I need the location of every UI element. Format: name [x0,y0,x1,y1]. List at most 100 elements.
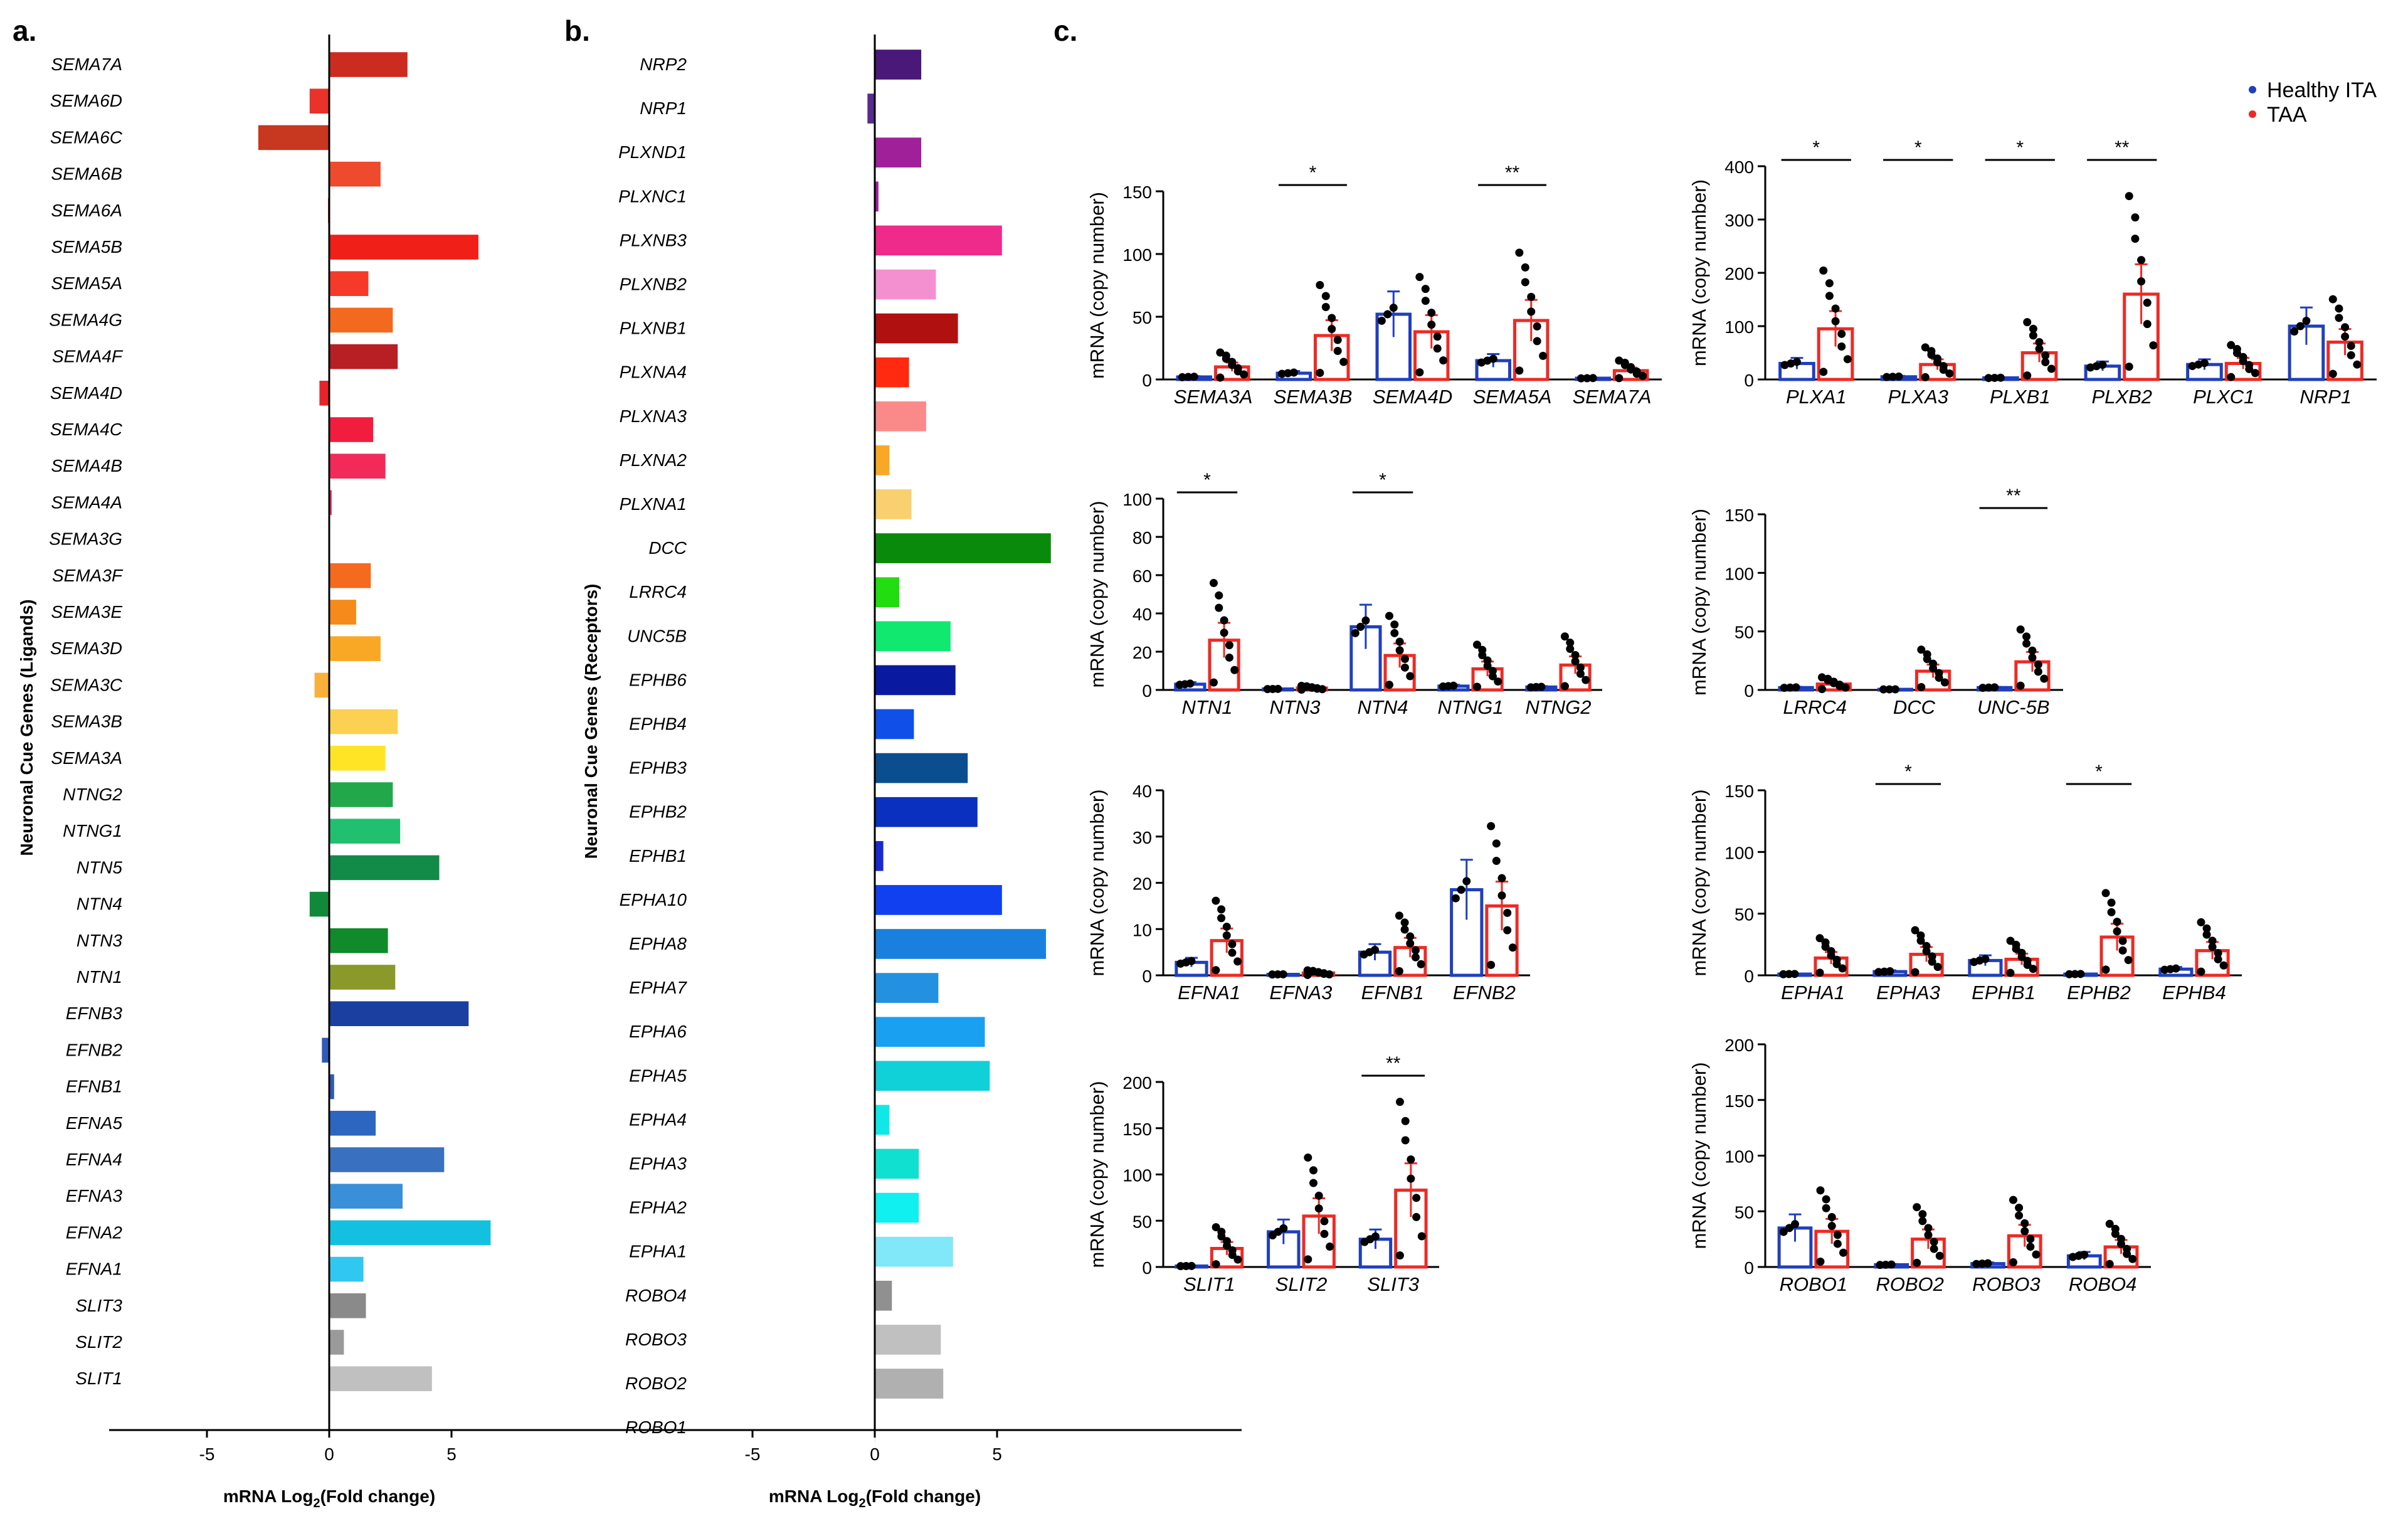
data-point [1827,1212,1836,1221]
data-point [1881,1260,1890,1269]
data-point [1223,1241,1232,1250]
bar-sema3a [329,746,386,771]
data-point [1835,682,1844,691]
gene-label-plxna2: PLXNA2 [620,450,687,470]
x-category-plxc1: PLXC1 [2193,386,2254,408]
x-category-sema7a: SEMA7A [1573,386,1652,408]
data-point [1385,612,1393,620]
gene-label-epha5: EPHA5 [629,1066,687,1085]
data-point [1911,968,1920,977]
panel-b-ylabel: Neuronal Cue Genes (Receptors) [581,584,601,859]
data-point [1220,628,1228,637]
data-point [2125,192,2133,201]
y-tick-label: 50 [1133,1212,1152,1231]
data-point [2023,371,2032,380]
x-category-slit2: SLIT2 [1275,1273,1328,1295]
data-point [2015,1204,2024,1212]
data-point [2012,945,2020,953]
x-category-epha1: EPHA1 [1781,982,1845,1004]
data-point [1933,358,1942,367]
data-point [1401,1116,1410,1125]
gene-label-ephb4: EPHB4 [629,714,687,734]
bar-ntn5 [329,855,440,881]
data-point [1488,672,1497,681]
gene-label-slit1: SLIT1 [75,1369,122,1388]
x-category-efna1: EFNA1 [1178,982,1240,1004]
data-point [1940,678,1949,687]
data-point [1822,1204,1830,1212]
bar-plxna1 [875,489,912,519]
data-point [1427,309,1436,317]
bar-ephb6 [875,665,956,696]
bar-efnb1 [329,1074,334,1100]
y-axis-label: mRNA (copy number) [1688,179,1710,366]
gene-label-slit2: SLIT2 [75,1332,122,1352]
data-point [1427,321,1436,329]
data-point [1371,1232,1380,1241]
data-point [1395,637,1404,646]
data-point [1886,967,1894,976]
y-tick-label: 200 [1724,1036,1754,1055]
data-point [2020,1219,2029,1227]
bar-efna3 [329,1184,403,1209]
x-category-dcc: DCC [1893,696,1936,718]
subchart-c6: 0 50 100 150 mRNA (copy number) EPHA1 EPHA3 EPH… [1688,761,2242,1004]
data-point [1576,374,1585,383]
data-point [1406,939,1415,948]
significance-label: ** [1505,162,1520,183]
data-point [1790,970,1799,978]
gene-label-sema4c: SEMA4C [50,420,123,439]
data-point [1370,945,1379,954]
x-category-ntn1: NTN1 [1182,696,1233,718]
data-point [1894,372,1903,381]
y-tick-label: 50 [1735,1202,1754,1222]
data-point [1321,303,1330,311]
x-category-lrrc4: LRRC4 [1783,696,1847,718]
data-point [1576,669,1585,678]
x-category-epha3: EPHA3 [1876,982,1940,1004]
bar-sema6c [258,125,329,151]
bar-sema3b [329,709,398,734]
data-point [1819,368,1828,376]
data-point [2020,1227,2029,1236]
data-point [1389,304,1398,312]
x-category-ntng1: NTNG1 [1437,696,1503,718]
y-axis-label: mRNA (copy number) [1688,789,1710,976]
data-point [1228,361,1237,369]
bar-lrrc4 [875,577,899,608]
data-point [1316,369,1324,377]
data-point [1822,1195,1830,1204]
y-tick-label: 150 [1122,183,1152,202]
data-point [1990,683,1999,692]
data-point [1792,683,1800,692]
bar-efna1 [329,1256,364,1282]
gene-label-sema3b: SEMA3B [51,712,122,731]
bar-slit1 [329,1366,432,1391]
gene-label-plxnb3: PLXNB3 [620,230,687,250]
x-category-robo1: ROBO1 [1780,1273,1848,1295]
legend-marker-healthy [2249,86,2256,93]
data-point [1233,957,1242,966]
data-point [1407,1155,1415,1164]
data-point [1284,369,1292,378]
data-point [1819,266,1828,275]
data-point [1779,1227,1788,1236]
bar-epha1 [875,1236,953,1267]
data-point [1921,343,1930,352]
y-tick-label: 100 [1122,245,1152,265]
gene-label-epha10: EPHA10 [620,890,687,909]
gene-label-sema3c: SEMA3C [50,675,123,694]
data-point [2143,299,2152,307]
data-point [1492,856,1501,865]
x-category-sema5a: SEMA5A [1473,386,1552,408]
data-point [2347,351,2355,359]
gene-label-ephb2: EPHB2 [629,802,687,822]
data-point [2197,967,2205,976]
gene-label-epha6: EPHA6 [629,1022,687,1041]
bar-sema3e [329,600,356,625]
data-point [2086,363,2095,372]
gene-label-ntn1: NTN1 [77,967,122,987]
data-point [1356,622,1365,631]
y-tick-label: 100 [1724,843,1754,862]
bar-efnb2 [322,1037,329,1063]
